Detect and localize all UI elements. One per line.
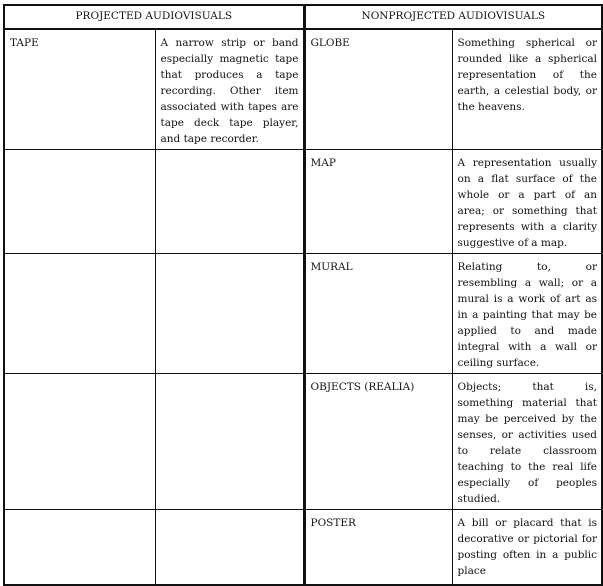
table-row: POSTER A bill or placard that is decorat…: [3, 509, 603, 585]
projected-desc: [154, 509, 306, 585]
projected-desc: [154, 149, 306, 254]
nonprojected-term: OBJECTS (REALIA): [303, 373, 453, 510]
projected-term: [3, 149, 156, 254]
table-row: TAPE A narrow strip or band especially m…: [3, 28, 603, 150]
nonprojected-desc: Relating to, or resembling a wall; or a …: [451, 253, 603, 374]
projected-term: [3, 509, 156, 585]
audiovisuals-table: PROJECTED AUDIOVISUALS NONPROJECTED AUDI…: [3, 4, 603, 586]
projected-desc: [154, 253, 306, 374]
projected-term: [3, 253, 156, 374]
table-row: OBJECTS (REALIA) Objects; that is, somet…: [3, 373, 603, 510]
nonprojected-desc: A bill or placard that is decorative or …: [451, 509, 603, 585]
nonprojected-term: MAP: [303, 149, 453, 254]
projected-term: TAPE: [3, 28, 156, 150]
header-row: PROJECTED AUDIOVISUALS NONPROJECTED AUDI…: [3, 4, 603, 30]
nonprojected-desc: A representation usually on a flat surfa…: [451, 149, 603, 254]
nonprojected-term: MURAL: [303, 253, 453, 374]
nonprojected-term: POSTER: [303, 509, 453, 585]
table-row: MAP A representation usually on a flat s…: [3, 149, 603, 254]
header-nonprojected: NONPROJECTED AUDIOVISUALS: [303, 4, 603, 30]
projected-desc: A narrow strip or band especially magnet…: [154, 28, 306, 150]
nonprojected-desc: Something spherical or rounded like a sp…: [451, 28, 603, 150]
projected-term: [3, 373, 156, 510]
projected-desc: [154, 373, 306, 510]
nonprojected-desc: Objects; that is, something material tha…: [451, 373, 603, 510]
nonprojected-term: GLOBE: [303, 28, 453, 150]
table-row: MURAL Relating to, or resembling a wall;…: [3, 253, 603, 374]
header-projected: PROJECTED AUDIOVISUALS: [3, 4, 306, 30]
